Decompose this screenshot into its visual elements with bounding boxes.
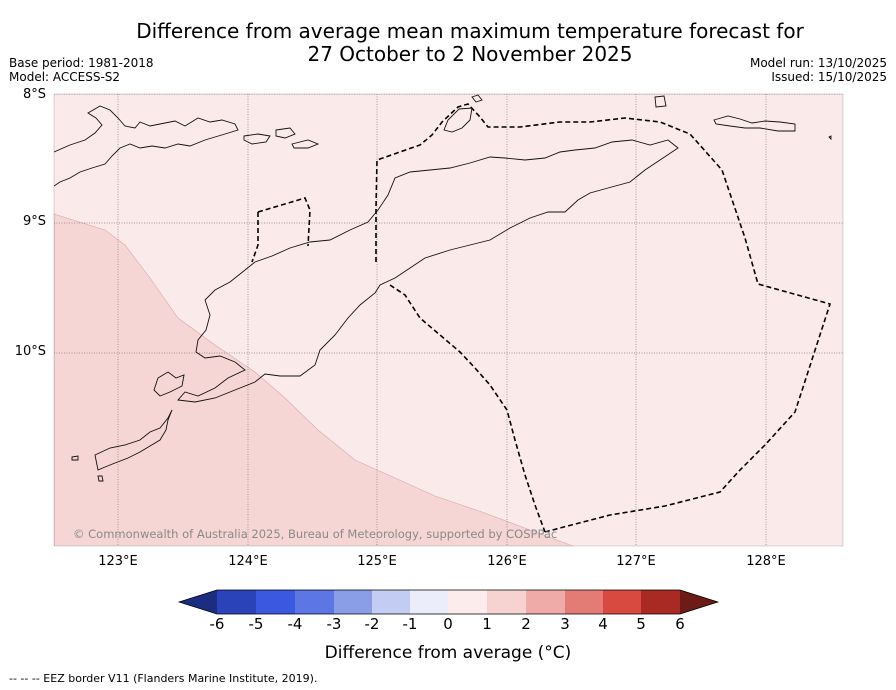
zone-1-to-2 xyxy=(54,213,574,546)
lon-label-128e: 128°E xyxy=(746,554,786,569)
colorbar-cell-m1-0 xyxy=(410,590,448,614)
cb-tick-m4: -4 xyxy=(287,615,303,633)
colorbar-outline xyxy=(177,589,720,615)
map-title: Difference from average mean maximum tem… xyxy=(0,20,896,66)
lon-label-125e: 125°E xyxy=(357,554,397,569)
meta-right: Model run: 13/10/2025 Issued: 15/10/2025 xyxy=(750,56,887,84)
rote-island xyxy=(153,371,185,397)
wetar-island xyxy=(713,115,796,132)
cb-tick-m3: -3 xyxy=(326,615,342,633)
meta-left: Base period: 1981-2018 Model: ACCESS-S2 xyxy=(9,56,154,84)
sawu-island xyxy=(94,409,173,471)
colorbar-title: Difference from average (°C) xyxy=(324,643,572,663)
title-line-1: Difference from average mean maximum tem… xyxy=(136,19,804,43)
map-frame xyxy=(53,93,844,547)
flores-coast xyxy=(54,105,239,187)
model-run: Model run: 13/10/2025 xyxy=(749,56,887,70)
cb-tick-m1: -1 xyxy=(402,615,418,633)
islet-9 xyxy=(828,135,832,141)
colorbar-cell-m6-m5 xyxy=(217,590,256,614)
colorbar xyxy=(177,589,720,615)
cb-tick-m2: -2 xyxy=(364,615,380,633)
colorbar-cell-m4-m3 xyxy=(295,590,334,614)
base-period: Base period: 1981-2018 xyxy=(9,56,154,70)
timor-island xyxy=(177,139,679,403)
colorbar-cell-1-2 xyxy=(487,590,526,614)
coastlines xyxy=(54,94,832,482)
islet-1 xyxy=(243,133,271,145)
issued-date: Issued: 15/10/2025 xyxy=(771,70,887,84)
cb-tick-m6: -6 xyxy=(209,615,225,633)
lon-label-127e: 127°E xyxy=(616,554,656,569)
islet-2 xyxy=(275,127,296,139)
cb-tick-0: 0 xyxy=(443,615,453,633)
islet-5 xyxy=(443,107,473,133)
lat-label-10s: 10°S xyxy=(14,344,46,359)
cb-tick-1: 1 xyxy=(482,615,492,633)
islet-4 xyxy=(654,95,667,108)
lat-label-8s: 8°S xyxy=(22,87,46,102)
islet-6 xyxy=(471,94,483,103)
eez-borders xyxy=(251,103,832,533)
colorbar-cell-2-3 xyxy=(526,590,565,614)
footer-eez-note: -- -- -- EEZ border V11 (Flanders Marine… xyxy=(9,672,318,685)
lat-label-9s: 9°S xyxy=(22,214,46,229)
colorbar-cell-above xyxy=(680,590,718,614)
cb-tick-2: 2 xyxy=(521,615,531,633)
copyright-notice: © Commonwealth of Australia 2025, Bureau… xyxy=(73,527,558,541)
colorbar-cell-m2-m1 xyxy=(372,590,410,614)
islet-7 xyxy=(71,455,79,461)
lon-label-124e: 124°E xyxy=(228,554,268,569)
islet-8 xyxy=(97,475,104,482)
lon-label-123e: 123°E xyxy=(98,554,138,569)
cb-tick-3: 3 xyxy=(560,615,570,633)
colorbar-cell-5-6 xyxy=(641,590,680,614)
cb-tick-4: 4 xyxy=(598,615,608,633)
colorbar-cell-4-5 xyxy=(603,590,641,614)
model-name: Model: ACCESS-S2 xyxy=(9,70,121,84)
islet-3 xyxy=(291,139,320,149)
graticule xyxy=(54,94,843,546)
colorbar-cell-3-4 xyxy=(565,590,603,614)
cb-tick-6: 6 xyxy=(675,615,685,633)
cb-tick-m5: -5 xyxy=(248,615,264,633)
colorbar-cell-0-1 xyxy=(448,590,487,614)
colorbar-cell-below xyxy=(179,590,217,614)
colorbar-cell-m5-m4 xyxy=(256,590,295,614)
title-line-2: 27 October to 2 November 2025 xyxy=(307,42,633,66)
colorbar-cell-m3-m2 xyxy=(334,590,372,614)
lon-label-126e: 126°E xyxy=(487,554,527,569)
cb-tick-5: 5 xyxy=(636,615,646,633)
